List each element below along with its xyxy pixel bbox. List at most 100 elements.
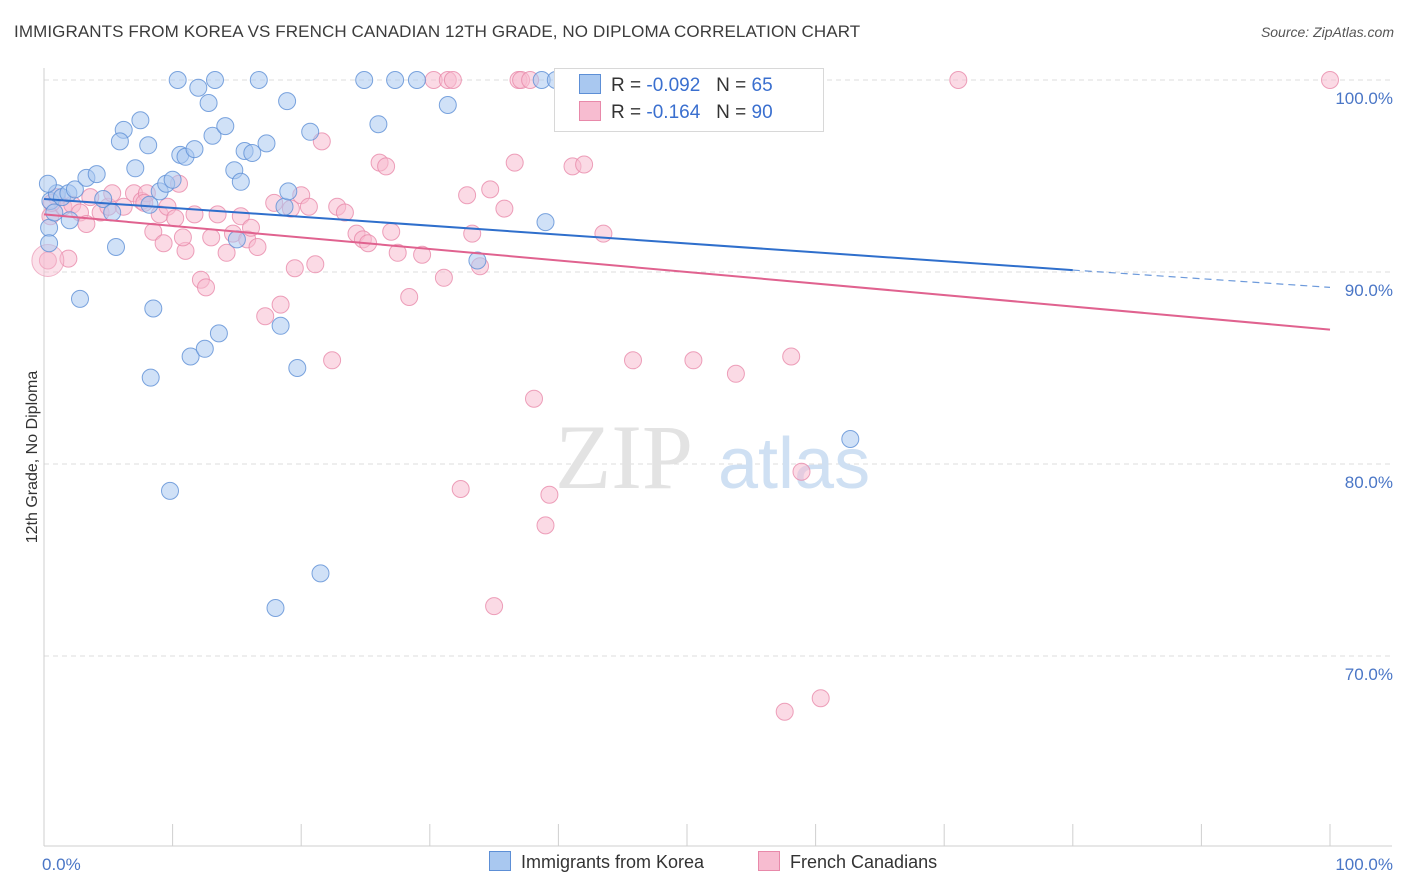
point-immigrants-from-korea [249,71,268,89]
point-french-canadians [271,295,290,314]
point-french-canadians [197,278,215,297]
bottom-legend-swatch-french [758,851,780,871]
point-immigrants-from-korea [139,136,158,155]
point-french-canadians [451,480,470,498]
point-french-canadians [481,180,500,199]
legend-korea-n-label: N = [716,75,747,96]
point-french-canadians [505,153,524,172]
point-french-canadians [413,245,432,264]
point-immigrants-from-korea [144,299,163,318]
point-immigrants-from-korea [126,159,145,178]
bottom-legend-korea: Immigrants from Korea [489,851,704,873]
point-french-canadians [624,351,642,370]
legend-korea-r-label: R = [611,75,642,96]
point-french-canadians [575,155,594,174]
point-french-canadians [540,485,559,504]
point-french-canadians [388,243,407,262]
point-immigrants-from-korea [231,172,250,191]
point-immigrants-from-korea [278,92,297,111]
point-immigrants-from-korea [71,289,89,308]
point-french-canadians [485,597,504,616]
point-french-canadians [166,209,185,228]
point-french-canadians [400,288,419,306]
point-immigrants-from-korea [38,174,57,193]
point-french-canadians [726,364,745,383]
point-immigrants-from-korea [536,213,555,232]
point-immigrants-from-korea [45,203,64,222]
point-french-canadians [377,157,396,176]
bottom-legend-french: French Canadians [758,851,937,873]
point-immigrants-from-korea [438,96,457,114]
bottom-legend-korea-label: Immigrants from Korea [521,852,705,872]
trend-line-french [43,213,1331,331]
point-immigrants-from-korea [257,134,276,153]
y-axis-label: 12th Grade, No Diploma [24,371,41,544]
point-french-canadians [443,71,462,89]
point-french-canadians [525,389,543,408]
point-french-canadians [1321,71,1339,89]
point-french-canadians [458,186,477,205]
point-french-canadians [775,702,794,721]
point-french-canadians [594,224,613,243]
point-immigrants-from-korea [189,78,208,97]
legend-swatch-french [579,101,601,121]
point-immigrants-from-korea [266,599,285,617]
point-immigrants-from-korea [271,316,290,335]
point-french-canadians [256,307,275,326]
point-immigrants-from-korea [131,111,150,130]
point-french-canadians [217,243,236,262]
legend-french-r-value: -0.164 [646,102,701,123]
point-immigrants-from-korea [243,144,262,162]
point-french-canadians [299,197,318,216]
point-immigrants-from-korea [185,140,204,159]
legend-french-n-label: N = [716,102,747,123]
point-french-canadians [154,234,173,253]
point-immigrants-from-korea [301,122,320,141]
y-tick-label: 80.0% [1345,473,1393,492]
x-tick-label: 0.0% [42,855,81,874]
point-immigrants-from-korea [141,368,160,387]
legend-swatch-korea [579,74,601,94]
point-immigrants-from-korea [110,132,129,151]
point-immigrants-from-korea [103,203,122,222]
point-immigrants-from-korea [275,197,294,216]
series-immigrants-from-korea [38,71,860,617]
grid-lines [44,79,1392,657]
legend-row-korea: R = -0.092 N = 65 [579,74,773,98]
point-immigrants-from-korea [209,324,228,343]
point-immigrants-from-korea [407,71,426,89]
point-french-canadians [335,203,354,222]
point-french-canadians [684,351,703,370]
point-immigrants-from-korea [311,564,330,583]
point-french-canadians [208,205,227,224]
trend-line-korea [43,198,1073,272]
point-french-canadians [77,215,96,233]
point-immigrants-from-korea [216,117,235,136]
chart-title: IMMIGRANTS FROM KOREA VS FRENCH CANADIAN… [14,22,861,41]
point-immigrants-from-korea [206,71,224,89]
point-french-canadians [949,71,968,89]
point-french-canadians [248,238,267,256]
point-immigrants-from-korea [168,71,187,89]
point-french-canadians [382,222,401,241]
point-immigrants-from-korea [60,211,79,230]
y-tick-label: 100.0% [1335,89,1393,108]
y-tick-label: 70.0% [1345,665,1393,684]
point-french-canadians [811,689,830,708]
point-french-canadians [782,347,801,366]
watermark-zip: ZIP [555,406,693,508]
point-immigrants-from-korea [161,481,179,500]
point-immigrants-from-korea [195,339,214,358]
x-tick-labels: 0.0% 100.0% [42,855,1393,874]
legend-row-french: R = -0.164 N = 90 [579,101,773,125]
y-tick-label: 90.0% [1345,281,1393,300]
source-label: Source: ZipAtlas.com [1260,24,1394,40]
point-immigrants-from-korea [107,238,125,256]
point-immigrants-from-korea [163,170,182,189]
point-french-canadians [173,228,192,247]
point-french-canadians [495,199,514,218]
point-immigrants-from-korea [227,230,246,249]
trend-line-korea-extension [1072,269,1331,288]
point-immigrants-from-korea [288,359,307,377]
x-tick-label: 100.0% [1335,855,1393,874]
